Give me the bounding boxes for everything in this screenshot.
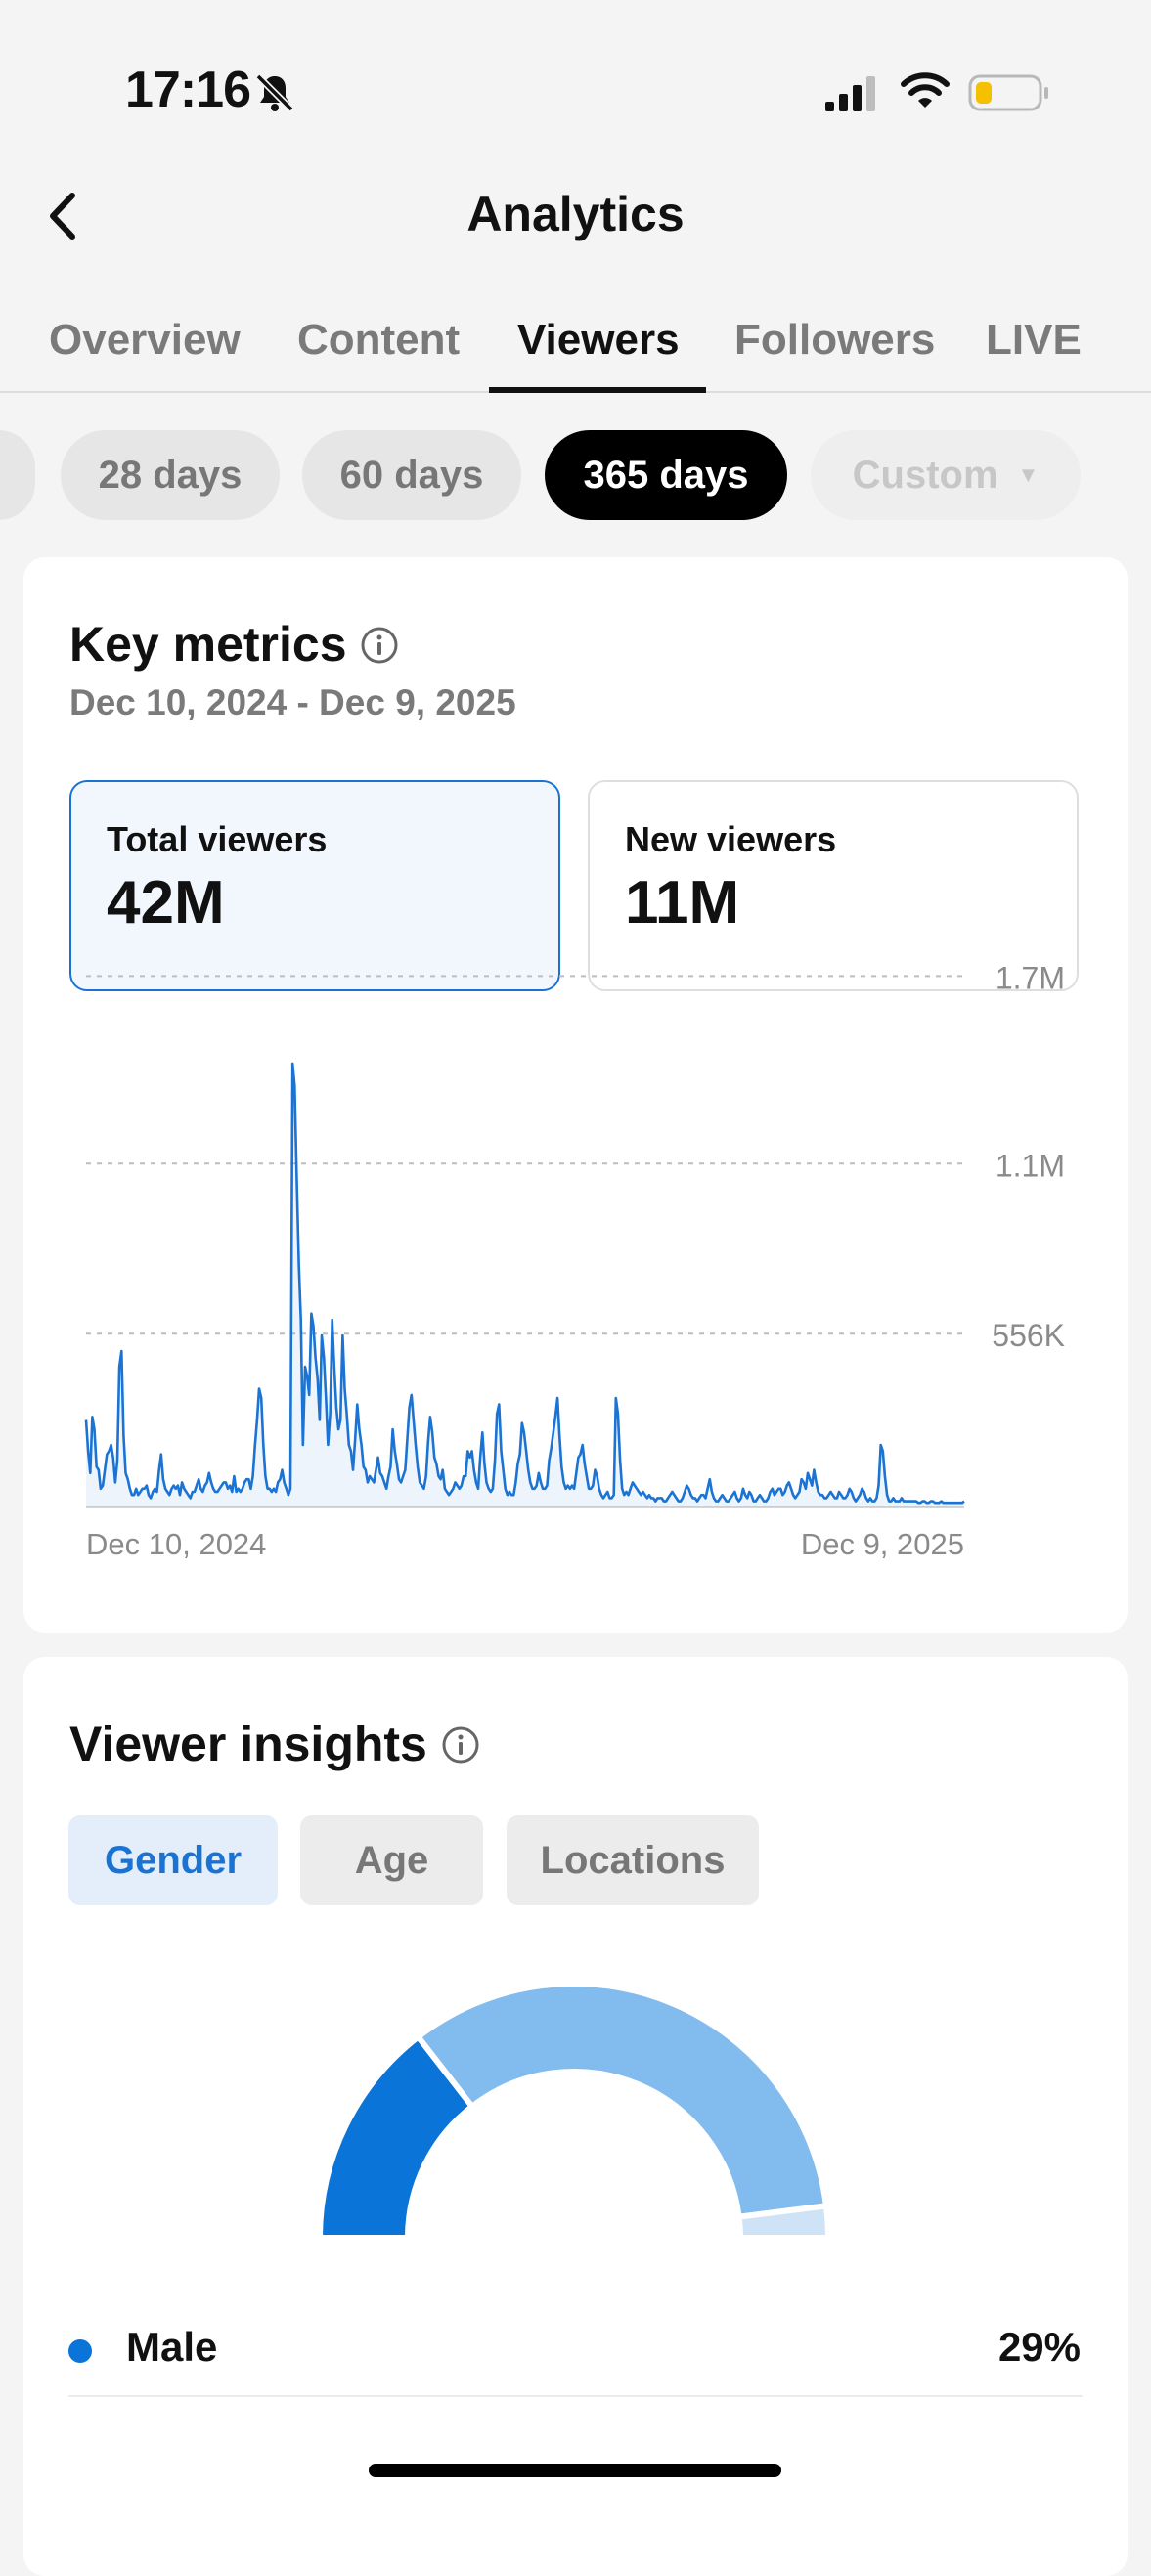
viewers-line-chart: 556K 1.1M 1.7M Dec 10, 2024 Dec 9, 2025: [84, 960, 1065, 1561]
metric-label: New viewers: [625, 819, 837, 859]
metric-total-viewers[interactable]: Total viewers 42M: [69, 780, 560, 991]
tab-followers[interactable]: Followers: [734, 316, 936, 364]
donut-segment-1[interactable]: [414, 1981, 830, 2221]
range-chip-7-days-partial[interactable]: [0, 430, 35, 520]
key-metrics-title: Key metrics: [69, 617, 347, 672]
segment-gender[interactable]: Gender: [68, 1815, 278, 1905]
battery-icon: [968, 74, 1048, 111]
metric-label: Total viewers: [107, 819, 328, 859]
home-indicator: [369, 2464, 781, 2477]
date-range: Dec 10, 2024 - Dec 9, 2025: [69, 682, 516, 722]
key-metrics-card: Key metrics Dec 10, 2024 - Dec 9, 2025 T…: [23, 557, 1128, 1633]
series-area: [86, 1063, 964, 1507]
tab-viewers[interactable]: Viewers: [517, 316, 680, 364]
info-icon[interactable]: [360, 626, 399, 665]
gender-donut-chart: [316, 1981, 832, 2241]
metric-value: 42M: [107, 869, 225, 937]
dropdown-caret-icon: ▼: [1017, 462, 1040, 487]
series-line: [84, 1062, 965, 1505]
viewer-insights-title: Viewer insights: [69, 1717, 427, 1771]
range-chip-60-days[interactable]: 60 days: [302, 430, 521, 520]
x-start-label: Dec 10, 2024: [86, 1527, 266, 1561]
tab-active-indicator: [489, 387, 706, 393]
bell-slash-icon: [255, 73, 294, 112]
tab-content[interactable]: Content: [297, 316, 461, 364]
legend-label-male: Male: [126, 2324, 218, 2370]
donut-segment-2[interactable]: [735, 2203, 832, 2241]
tab-live[interactable]: LIVE: [986, 316, 1082, 364]
y-tick-label: 1.1M: [996, 1148, 1065, 1183]
segment-locations[interactable]: Locations: [507, 1815, 759, 1905]
x-end-label: Dec 9, 2025: [801, 1527, 964, 1561]
info-icon[interactable]: [441, 1725, 480, 1765]
status-time: 17:16: [125, 62, 251, 118]
segment-age[interactable]: Age: [300, 1815, 483, 1905]
metric-value: 11M: [625, 869, 740, 937]
tab-overview[interactable]: Overview: [49, 316, 241, 364]
y-tick-label: 556K: [992, 1318, 1065, 1353]
y-tick-label: 1.7M: [996, 960, 1065, 995]
legend-divider: [68, 2395, 1083, 2397]
range-chip-custom[interactable]: Custom ▼: [811, 430, 1081, 520]
metric-new-viewers[interactable]: New viewers 11M: [588, 780, 1079, 991]
custom-label: Custom: [852, 453, 998, 497]
wifi-icon: [901, 72, 950, 108]
range-chip-365-days[interactable]: 365 days: [545, 430, 787, 520]
range-chip-28-days[interactable]: 28 days: [61, 430, 280, 520]
legend-value-male: 29%: [997, 2324, 1081, 2370]
legend-dot-male: [68, 2339, 92, 2363]
tab-bar: Overview Content Viewers Followers LIVE: [0, 298, 1151, 393]
viewer-insights-card: Viewer insights Gender Age Locations Mal…: [23, 1657, 1128, 2576]
signal-icon: [825, 76, 875, 111]
back-chevron-icon[interactable]: [39, 186, 90, 246]
page-title: Analytics: [466, 187, 685, 241]
